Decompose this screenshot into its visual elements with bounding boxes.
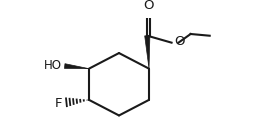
Polygon shape [145, 36, 150, 69]
Polygon shape [64, 64, 89, 69]
Text: F: F [55, 97, 62, 110]
Text: HO: HO [44, 59, 62, 72]
Text: O: O [144, 0, 154, 12]
Text: O: O [174, 35, 185, 48]
